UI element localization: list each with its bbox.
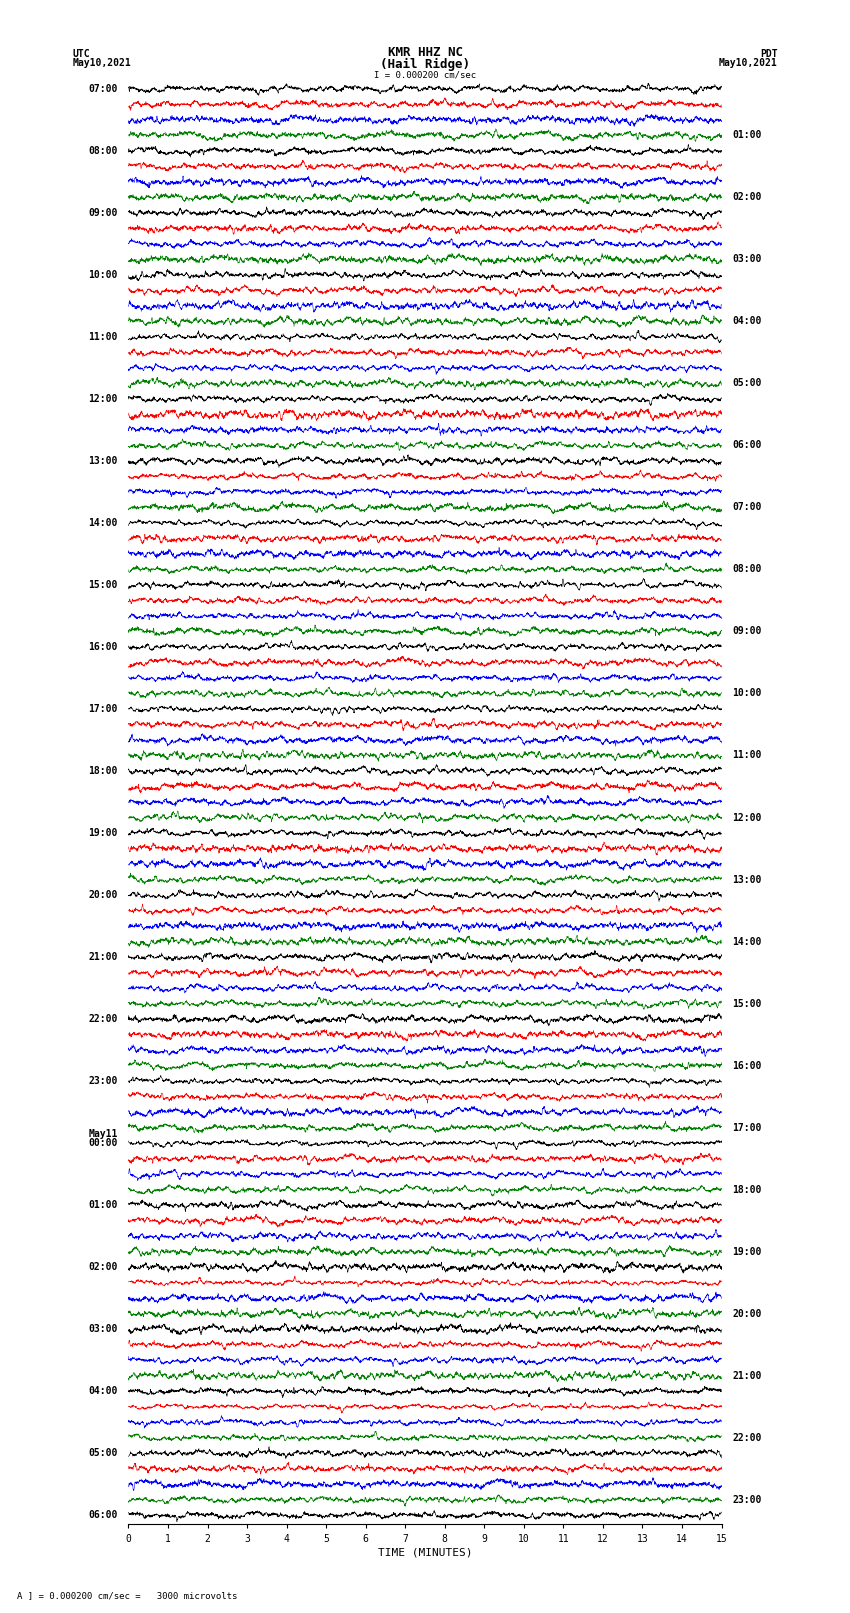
- Text: 12:00: 12:00: [732, 813, 762, 823]
- Text: 08:00: 08:00: [88, 145, 118, 156]
- Text: 01:00: 01:00: [88, 1200, 118, 1210]
- Text: 22:00: 22:00: [732, 1432, 762, 1442]
- Text: 09:00: 09:00: [732, 626, 762, 637]
- Text: 20:00: 20:00: [88, 890, 118, 900]
- Text: 00:00: 00:00: [88, 1139, 118, 1148]
- Text: 02:00: 02:00: [732, 192, 762, 202]
- Text: 21:00: 21:00: [732, 1371, 762, 1381]
- Text: 16:00: 16:00: [732, 1061, 762, 1071]
- X-axis label: TIME (MINUTES): TIME (MINUTES): [377, 1548, 473, 1558]
- Text: I = 0.000200 cm/sec: I = 0.000200 cm/sec: [374, 71, 476, 79]
- Text: 02:00: 02:00: [88, 1261, 118, 1273]
- Text: 10:00: 10:00: [732, 689, 762, 698]
- Text: 06:00: 06:00: [732, 440, 762, 450]
- Text: May11: May11: [88, 1129, 118, 1139]
- Text: 07:00: 07:00: [88, 84, 118, 94]
- Text: 13:00: 13:00: [732, 874, 762, 884]
- Text: 12:00: 12:00: [88, 394, 118, 403]
- Text: 07:00: 07:00: [732, 502, 762, 513]
- Text: 05:00: 05:00: [88, 1448, 118, 1458]
- Text: 03:00: 03:00: [88, 1324, 118, 1334]
- Text: 04:00: 04:00: [88, 1386, 118, 1397]
- Text: 23:00: 23:00: [88, 1076, 118, 1086]
- Text: 11:00: 11:00: [732, 750, 762, 760]
- Text: 20:00: 20:00: [732, 1308, 762, 1319]
- Text: 06:00: 06:00: [88, 1510, 118, 1519]
- Text: May10,2021: May10,2021: [719, 58, 778, 68]
- Text: (Hail Ridge): (Hail Ridge): [380, 58, 470, 71]
- Text: KMR HHZ NC: KMR HHZ NC: [388, 45, 462, 58]
- Text: 18:00: 18:00: [732, 1184, 762, 1195]
- Text: 21:00: 21:00: [88, 952, 118, 961]
- Text: 14:00: 14:00: [88, 518, 118, 527]
- Text: 17:00: 17:00: [88, 703, 118, 715]
- Text: 15:00: 15:00: [88, 581, 118, 590]
- Text: 17:00: 17:00: [732, 1123, 762, 1132]
- Text: 04:00: 04:00: [732, 316, 762, 326]
- Text: A ] = 0.000200 cm/sec =   3000 microvolts: A ] = 0.000200 cm/sec = 3000 microvolts: [17, 1590, 237, 1600]
- Text: PDT: PDT: [760, 48, 778, 58]
- Text: 09:00: 09:00: [88, 208, 118, 218]
- Text: 11:00: 11:00: [88, 332, 118, 342]
- Text: 08:00: 08:00: [732, 565, 762, 574]
- Text: 16:00: 16:00: [88, 642, 118, 652]
- Text: 22:00: 22:00: [88, 1015, 118, 1024]
- Text: 14:00: 14:00: [732, 937, 762, 947]
- Text: 05:00: 05:00: [732, 379, 762, 389]
- Text: 18:00: 18:00: [88, 766, 118, 776]
- Text: 03:00: 03:00: [732, 255, 762, 265]
- Text: 15:00: 15:00: [732, 998, 762, 1008]
- Text: 01:00: 01:00: [732, 131, 762, 140]
- Text: 19:00: 19:00: [732, 1247, 762, 1257]
- Text: 10:00: 10:00: [88, 269, 118, 281]
- Text: 13:00: 13:00: [88, 456, 118, 466]
- Text: 19:00: 19:00: [88, 827, 118, 839]
- Text: 23:00: 23:00: [732, 1495, 762, 1505]
- Text: May10,2021: May10,2021: [72, 58, 131, 68]
- Text: UTC: UTC: [72, 48, 90, 58]
